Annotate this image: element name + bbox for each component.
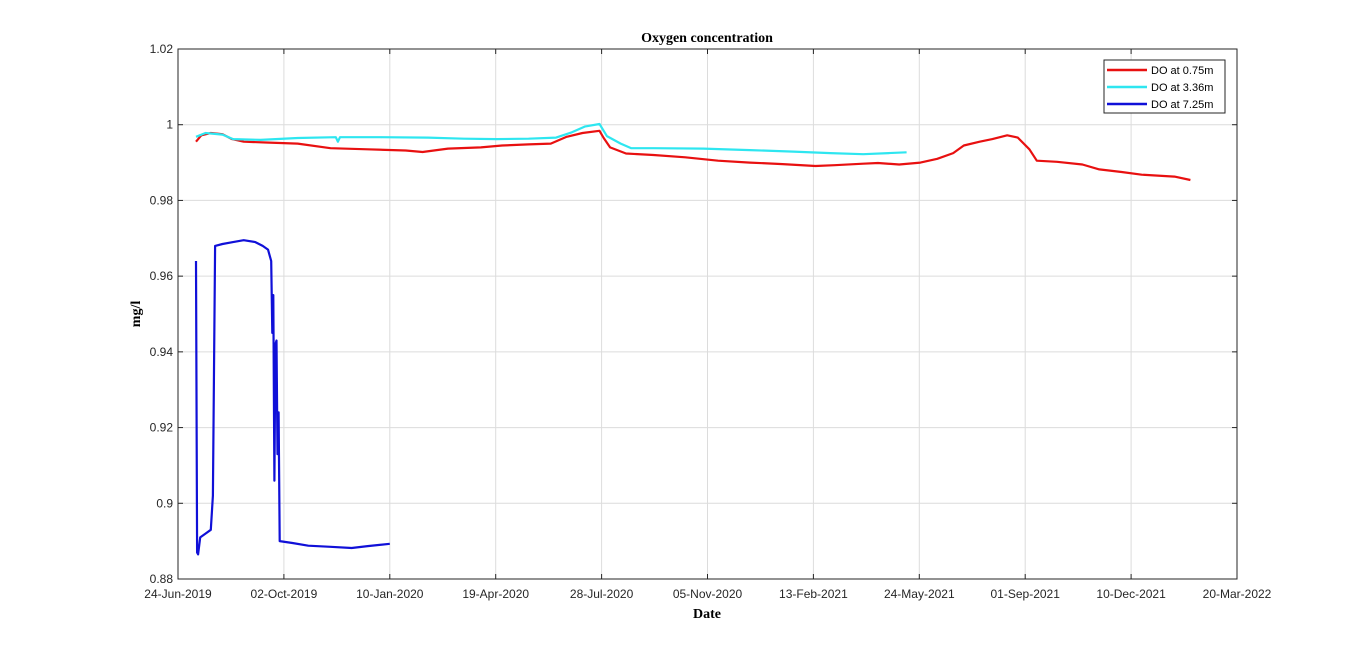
y-tick-label: 1 [166,118,173,132]
legend-label-do-725: DO at 7.25m [1151,99,1213,111]
y-tick-label: 0.98 [150,193,174,207]
chart-title: Oxygen concentration [641,31,773,46]
x-tick-label: 05-Nov-2020 [673,587,743,601]
axis-ticks: 24-Jun-2019 02-Oct-2019 10-Jan-2020 19-Apr-… [144,42,1271,601]
x-axis-label: Date [693,607,721,622]
x-tick-label: 01-Sep-2021 [991,587,1061,601]
x-tick-label: 24-May-2021 [884,587,955,601]
x-tick-label: 20-Mar-2022 [1203,587,1272,601]
y-tick-label: 0.92 [150,421,174,435]
series-line-do-075 [195,129,1191,182]
x-tick-label: 19-Apr-2020 [462,587,529,601]
y-axis-label: mg/l [129,301,144,328]
y-tick-label: 0.9 [156,496,173,510]
series-line-do-336 [195,122,907,156]
series-line-do-725 [194,239,390,556]
y-tick-label: 1.02 [150,42,174,56]
y-tick-label: 0.96 [150,269,174,283]
legend: DO at 0.75m DO at 3.36m DO at 7.25m [1103,59,1226,114]
grid [178,49,1237,579]
x-tick-label: 28-Jul-2020 [570,587,634,601]
series-lines [194,122,1191,556]
legend-label-do-075: DO at 0.75m [1151,65,1213,77]
y-tick-label: 0.94 [150,345,174,359]
x-tick-label: 13-Feb-2021 [779,587,848,601]
x-tick-label: 10-Dec-2021 [1096,587,1166,601]
legend-label-do-336: DO at 3.36m [1151,82,1213,94]
x-tick-label: 02-Oct-2019 [251,587,318,601]
y-tick-label: 0.88 [150,572,174,586]
x-tick-label: 24-Jun-2019 [144,587,212,601]
x-tick-label: 10-Jan-2020 [356,587,424,601]
